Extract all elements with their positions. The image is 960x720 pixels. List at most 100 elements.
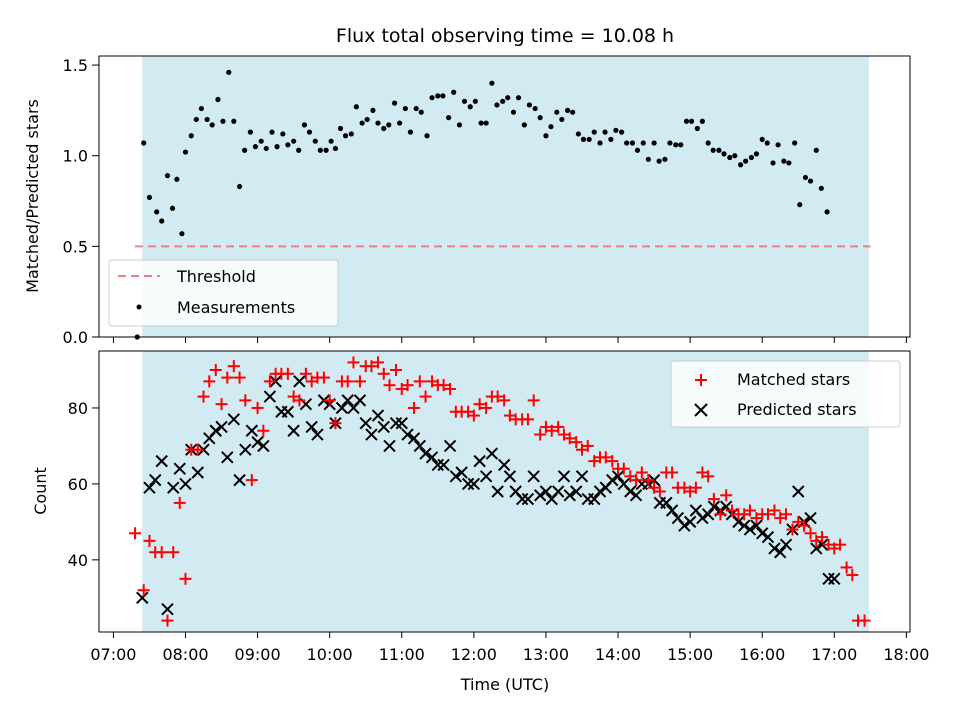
predicted-star-point xyxy=(768,542,781,555)
measurement-point xyxy=(673,142,679,148)
measurement-point xyxy=(505,95,511,101)
matched-star-point xyxy=(444,382,457,395)
legend-matched-swatch xyxy=(695,374,707,386)
measurement-point xyxy=(727,154,733,161)
measurement-point xyxy=(332,145,339,152)
measurement-point xyxy=(386,122,392,128)
matched-star-point xyxy=(365,360,378,373)
measurement-point xyxy=(231,118,237,124)
matched-star-point xyxy=(581,439,594,452)
measurement-point xyxy=(146,194,153,201)
predicted-star-point xyxy=(305,420,318,434)
predicted-star-point xyxy=(443,439,457,453)
measurement-point xyxy=(748,154,755,161)
predicted-star-point xyxy=(293,375,306,388)
measurement-point xyxy=(274,144,280,150)
predicted-star-point xyxy=(233,473,246,487)
measurement-point xyxy=(743,158,749,164)
matched-star-point xyxy=(317,371,330,384)
predicted-star-point xyxy=(707,500,721,513)
matched-star-point xyxy=(707,493,720,506)
measurement-point xyxy=(515,95,522,101)
measurement-point xyxy=(258,138,264,144)
measurement-point xyxy=(705,140,711,146)
measurement-point xyxy=(521,122,527,128)
measurement-point xyxy=(510,109,517,115)
matched-star-point xyxy=(143,534,156,547)
matched-star-point xyxy=(377,367,390,380)
measurement-point xyxy=(461,98,468,104)
matched-star-point xyxy=(798,519,811,532)
measurement-point xyxy=(786,160,792,166)
matched-star-point xyxy=(233,371,246,384)
measurement-point xyxy=(591,129,597,135)
bottom-y-ticks: 40 60 80 xyxy=(68,399,99,570)
x-tick-label: 15:00 xyxy=(667,645,713,664)
measurement-point xyxy=(312,138,318,144)
measurement-point xyxy=(375,120,381,126)
predicted-star-point xyxy=(515,492,529,506)
matched-star-point xyxy=(203,375,216,388)
predicted-star-point xyxy=(245,424,259,437)
measurement-point xyxy=(348,131,354,137)
measurement-point xyxy=(342,133,349,139)
predicted-star-point xyxy=(251,435,264,449)
measurement-point xyxy=(710,147,716,153)
predicted-star-point xyxy=(557,470,571,483)
predicted-star-point xyxy=(593,485,607,498)
measurement-point xyxy=(737,162,744,168)
matched-star-point xyxy=(761,508,774,521)
measurement-point xyxy=(242,147,248,153)
predicted-star-point xyxy=(155,454,168,468)
measurement-point xyxy=(328,138,334,144)
measurement-point xyxy=(204,116,210,123)
measurement-point xyxy=(559,116,565,123)
measurement-point xyxy=(456,122,463,128)
measurement-point xyxy=(716,147,722,153)
predicted-star-point xyxy=(257,439,270,453)
predicted-star-point xyxy=(563,489,576,502)
matched-star-point xyxy=(341,375,354,388)
measurement-point xyxy=(472,98,478,104)
matched-star-point xyxy=(293,394,306,407)
measurement-point xyxy=(526,102,532,108)
matched-star-point xyxy=(353,375,366,388)
predicted-star-point xyxy=(407,432,421,445)
predicted-star-point xyxy=(341,394,354,407)
measurement-point xyxy=(296,147,302,153)
predicted-star-point xyxy=(779,538,793,551)
matched-star-point xyxy=(666,466,679,479)
matched-star-point xyxy=(173,496,186,509)
predicted-star-point xyxy=(743,523,757,536)
legend-predicted-label: Predicted stars xyxy=(737,400,857,419)
measurement-point xyxy=(381,125,387,132)
measurement-point xyxy=(688,118,695,124)
measurement-point xyxy=(215,96,221,103)
predicted-star-point xyxy=(365,428,378,441)
x-tick-label: 10:00 xyxy=(307,645,353,664)
matched-star-point xyxy=(413,375,426,388)
matched-star-point xyxy=(714,508,727,521)
predicted-star-points xyxy=(136,375,841,616)
predicted-star-point xyxy=(660,496,673,510)
predicted-star-point xyxy=(455,466,468,479)
matched-star-point xyxy=(161,614,174,627)
bottom-y-axis-label: Count xyxy=(31,467,50,515)
chart-title: Flux total observing time = 10.08 h xyxy=(336,25,674,47)
predicted-star-point xyxy=(389,416,403,430)
measurement-point xyxy=(489,80,495,86)
measurement-point xyxy=(797,202,803,208)
measurement-point xyxy=(781,158,787,164)
predicted-star-point xyxy=(419,447,432,460)
measurement-point xyxy=(301,122,308,128)
measurement-point xyxy=(164,173,171,179)
predicted-star-point xyxy=(143,481,156,494)
top-x-ticks xyxy=(112,337,907,343)
predicted-star-point xyxy=(401,428,414,441)
predicted-star-point xyxy=(761,530,775,544)
measurement-point xyxy=(418,109,424,115)
measurement-point xyxy=(402,105,408,112)
matched-star-point xyxy=(257,424,270,437)
measurement-point xyxy=(269,129,275,135)
